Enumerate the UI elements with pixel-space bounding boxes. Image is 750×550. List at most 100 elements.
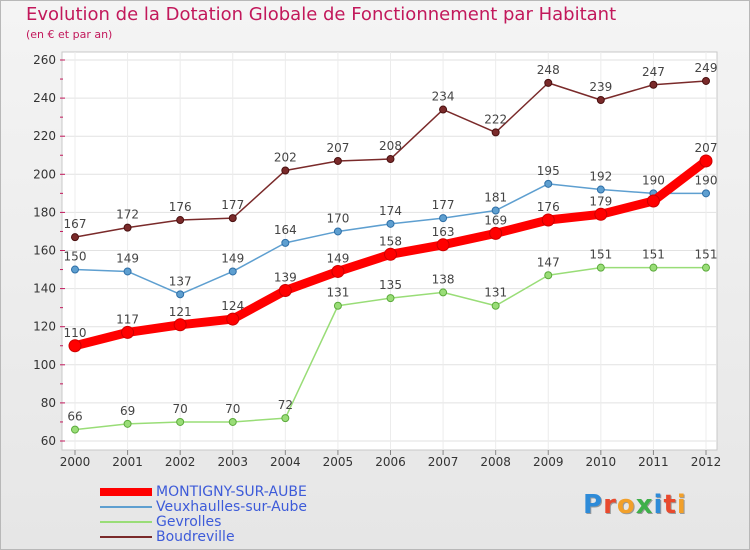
chart-title: Evolution de la Dotation Globale de Fonc… [26, 4, 617, 25]
data-point [71, 425, 79, 434]
data-point [71, 265, 79, 274]
x-tick-label: 2004 [270, 455, 301, 469]
data-label: 110 [64, 326, 87, 340]
x-tick-label: 2002 [165, 455, 196, 469]
x-tick-label: 2008 [480, 455, 511, 469]
data-label: 202 [274, 150, 297, 164]
data-label: 138 [432, 272, 455, 286]
y-tick-label: 260 [33, 53, 56, 67]
data-label: 149 [221, 251, 244, 265]
data-label: 70 [225, 402, 240, 416]
data-label: 179 [589, 194, 612, 208]
data-label: 70 [173, 402, 188, 416]
data-point [439, 214, 448, 223]
data-label: 177 [221, 198, 244, 212]
data-point [281, 166, 290, 175]
data-point [596, 185, 605, 194]
data-point [176, 290, 185, 299]
data-point [594, 207, 608, 221]
x-tick-label: 2003 [217, 455, 248, 469]
data-label: 169 [484, 213, 507, 227]
data-label: 151 [589, 248, 612, 262]
data-point [228, 214, 237, 223]
data-point [333, 301, 342, 310]
data-label: 139 [274, 271, 297, 285]
data-label: 158 [379, 234, 402, 248]
data-label: 195 [537, 164, 560, 178]
data-label: 249 [695, 61, 718, 75]
data-label: 163 [432, 225, 455, 239]
data-point [331, 264, 345, 278]
data-label: 247 [642, 65, 665, 79]
legend-swatch-gevrolles [100, 521, 152, 523]
legend-swatch-boudreville [100, 536, 152, 538]
data-point [226, 312, 240, 326]
y-tick-label: 200 [33, 167, 56, 181]
legend-label-boudreville: Boudreville [156, 529, 235, 545]
x-tick-label: 2000 [60, 455, 91, 469]
y-tick-label: 180 [33, 205, 56, 219]
data-label: 172 [116, 208, 139, 222]
data-point [491, 206, 500, 215]
legend-label-gevrolles: Gevrolles [156, 514, 222, 530]
data-label: 151 [695, 248, 718, 262]
data-point [646, 194, 660, 208]
data-label: 66 [67, 410, 82, 424]
y-tick-label: 140 [33, 282, 56, 296]
x-tick-label: 2012 [691, 455, 722, 469]
data-point [333, 227, 342, 236]
data-point [333, 156, 342, 165]
y-tick-label: 220 [33, 129, 56, 143]
data-point [123, 223, 132, 232]
legend-label-veuxhaulles: Veuxhaulles-sur-Aube [156, 499, 308, 515]
x-tick-label: 2011 [638, 455, 669, 469]
y-tick-label: 160 [33, 244, 56, 258]
data-label: 208 [379, 139, 402, 153]
data-label: 150 [64, 250, 87, 264]
data-point [123, 419, 132, 428]
data-point [491, 128, 500, 137]
x-tick-label: 2007 [428, 455, 459, 469]
data-point [649, 80, 658, 89]
data-label: 248 [537, 63, 560, 77]
data-point [173, 318, 187, 332]
data-label: 192 [589, 170, 612, 184]
data-point [386, 219, 395, 228]
data-label: 149 [326, 251, 349, 265]
data-point [176, 417, 185, 426]
data-point [176, 216, 185, 225]
data-point [702, 263, 710, 272]
data-point [436, 238, 450, 252]
data-label: 164 [274, 223, 297, 237]
data-point [228, 417, 237, 426]
data-label: 190 [642, 173, 665, 187]
data-label: 167 [64, 217, 87, 231]
proxiti-logo: Proxiti [583, 490, 687, 520]
data-label: 176 [537, 200, 560, 214]
data-point [544, 78, 553, 87]
data-label: 135 [379, 278, 402, 292]
data-point [121, 325, 135, 339]
data-label: 149 [116, 251, 139, 265]
data-point [384, 247, 397, 261]
data-point [228, 267, 237, 276]
data-point [596, 96, 605, 105]
data-point [544, 271, 553, 280]
data-label: 131 [484, 286, 507, 300]
data-point [281, 238, 290, 247]
legend-swatch-montigny [100, 488, 152, 496]
data-label: 176 [169, 200, 192, 214]
data-point [71, 233, 79, 242]
y-tick-label: 100 [33, 358, 56, 372]
data-point [699, 154, 713, 168]
data-point [439, 288, 448, 297]
chart-subtitle: (en € et par an) [26, 28, 113, 41]
data-point [544, 179, 553, 188]
data-point [68, 339, 82, 353]
y-tick-label: 60 [41, 434, 56, 448]
data-label: 190 [695, 173, 718, 187]
data-point [439, 105, 448, 114]
data-label: 207 [326, 141, 349, 155]
data-point [596, 263, 605, 272]
data-label: 222 [484, 112, 507, 126]
